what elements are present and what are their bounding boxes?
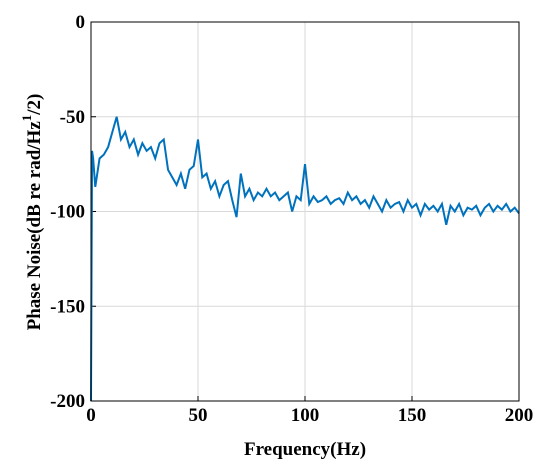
y-axis-label-main: Phase Noise(dB re rad/Hz [24,121,45,331]
y-tick-label: -200 [50,391,85,412]
data-line [90,116,520,402]
y-tick-label: 0 [76,12,86,33]
x-tick-label: 50 [189,405,208,426]
y-axis-label: Phase Noise(dB re rad/Hz1/2) [19,94,45,331]
x-tick-label: 0 [86,405,96,426]
y-tick-label: -150 [50,296,85,317]
y-axis-label-sup: 1 [19,115,34,122]
y-axis-label-end: /2) [24,94,45,116]
plot-frame [90,21,520,402]
x-axis-label: Frequency(Hz) [244,439,366,460]
x-tick-label: 200 [505,405,534,426]
y-tick-label: -100 [50,202,85,223]
x-tick-label: 100 [291,405,320,426]
y-tick-label: -50 [60,107,85,128]
x-tick-label: 150 [398,405,427,426]
